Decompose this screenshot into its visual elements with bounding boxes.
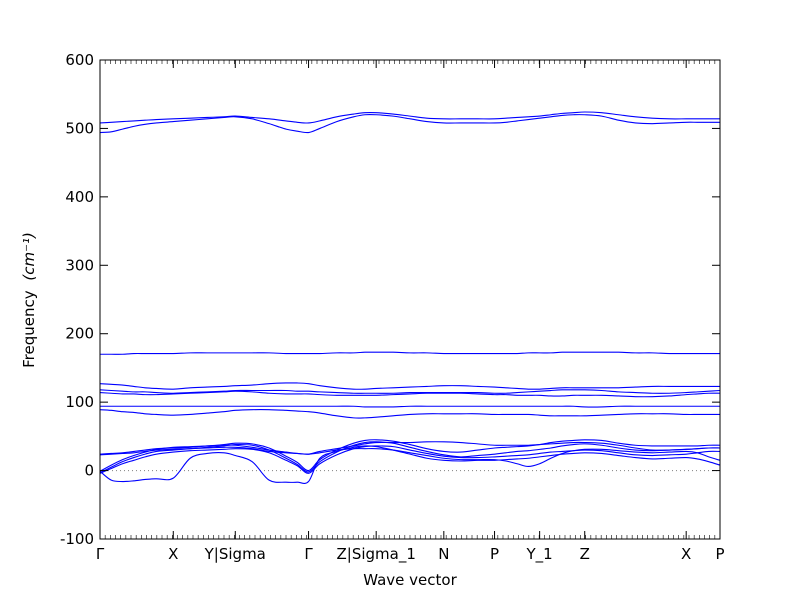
y-tick-label: 100 bbox=[65, 393, 94, 411]
x-tick-label: Γ bbox=[96, 545, 105, 563]
x-tick-label: P bbox=[715, 545, 724, 563]
y-axis-label-unit: (cm⁻¹) bbox=[20, 232, 38, 281]
band-line-1 bbox=[99, 439, 721, 472]
plot-frame bbox=[99, 59, 721, 540]
band-line-13 bbox=[99, 111, 720, 124]
band-line-5 bbox=[99, 441, 721, 456]
y-tick-label: 400 bbox=[65, 188, 94, 206]
y-axis-label-text: Frequency bbox=[20, 290, 38, 368]
band-series-layer bbox=[99, 111, 721, 485]
x-tick-label: Y|Sigma bbox=[204, 545, 266, 563]
x-tick-label: Γ bbox=[304, 545, 313, 563]
band-line-10 bbox=[100, 405, 720, 408]
y-axis-label: Frequency (cm⁻¹) bbox=[20, 232, 38, 368]
band-line-4 bbox=[99, 444, 721, 468]
band-line-6 bbox=[99, 445, 721, 485]
y-tick-label: 600 bbox=[65, 51, 94, 69]
y-tick-label: 300 bbox=[65, 256, 94, 274]
band-line-14 bbox=[99, 113, 721, 134]
band-line-7 bbox=[99, 382, 720, 390]
x-axis-label: Wave vector bbox=[363, 571, 457, 589]
band-line-9 bbox=[99, 390, 721, 398]
x-tick-label: P bbox=[490, 545, 499, 563]
y-tick-label: 0 bbox=[84, 462, 94, 480]
x-tick-label: X bbox=[168, 545, 178, 563]
y-tick-label: -100 bbox=[60, 530, 94, 548]
x-tick-label: X bbox=[681, 545, 691, 563]
y-tick-label: 200 bbox=[65, 325, 94, 343]
tick-layer: -100 0 100 200 300 400 500 600 Γ X Y|Sigma Γ Z|Sigma… bbox=[60, 51, 725, 564]
x-tick-label: Y_1 bbox=[526, 545, 553, 564]
x-tick-label: Z|Sigma_1 bbox=[336, 545, 415, 564]
band-line-8 bbox=[99, 389, 721, 394]
x-tick-label: Z bbox=[580, 545, 590, 563]
x-tick-label: N bbox=[438, 545, 449, 563]
y-tick-label: 500 bbox=[65, 119, 94, 137]
band-line-3 bbox=[99, 445, 721, 474]
band-line-12 bbox=[99, 351, 720, 355]
band-line-11 bbox=[99, 409, 721, 419]
